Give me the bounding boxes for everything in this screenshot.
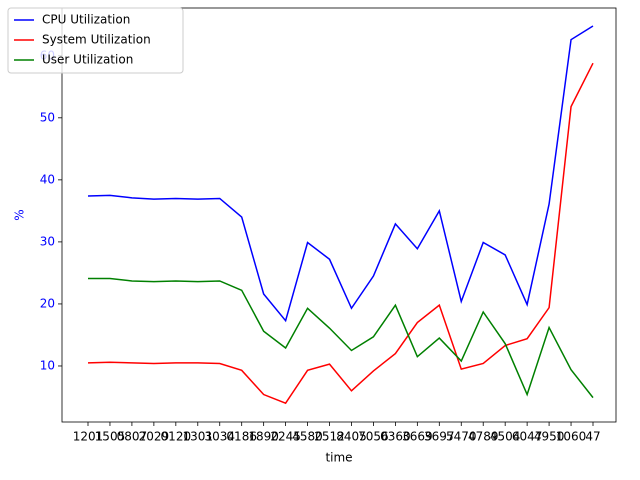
x-tick-label: 0360 [380,430,411,444]
x-tick-label: 3034 [204,430,235,444]
y-tick-label: 50 [40,110,55,124]
line [87,62,594,405]
x-tick-label: 5470 [446,430,477,444]
x-tick-label: 1201 [73,430,104,444]
x-tick-label: 1505 [95,430,126,444]
legend-label: System Utilization [42,33,151,47]
x-tick-label: 0807 [117,430,148,444]
y-tick-label: 40 [40,172,55,186]
legend-label: User Utilization [42,53,133,67]
y-axis-label: % [13,209,27,220]
legend: CPU Utilization System Utilization User Ut… [7,7,184,74]
x-tick-label: 2512 [314,430,345,444]
x-tick-label: 1890 [248,430,279,444]
x-tick-label: 3697 [424,430,455,444]
x-tick-label: 6047 [512,430,543,444]
x-tick-label: 0120 [161,430,192,444]
y-tick-label: 30 [40,234,55,248]
plot-frame [61,7,617,423]
line [88,277,594,399]
x-tick-label: 1060 [556,430,587,444]
legend-label: CPU Utilization [42,13,130,27]
x-tick-label: 4950 [534,430,565,444]
x-tick-label: 0186 [226,430,257,444]
x-tick-label: 4789 [468,430,499,444]
x-tick-label: 7056 [358,430,389,444]
x-tick-label: 1301 [183,430,214,444]
x-tick-label: 8405 [336,430,367,444]
x-tick-label: 4580 [292,430,323,444]
x-tick-label: 4504 [490,430,521,444]
y-tick-label: 20 [40,296,55,310]
legend-box [7,7,184,74]
x-axis-label: time [325,451,352,465]
x-tick-label: 2029 [139,430,170,444]
line [87,25,594,323]
x-tick-label: 3669 [402,430,433,444]
y-tick-label: 10 [40,358,55,372]
x-tick-label: 2245 [270,430,301,444]
x-tick-label: 47 [585,430,600,444]
